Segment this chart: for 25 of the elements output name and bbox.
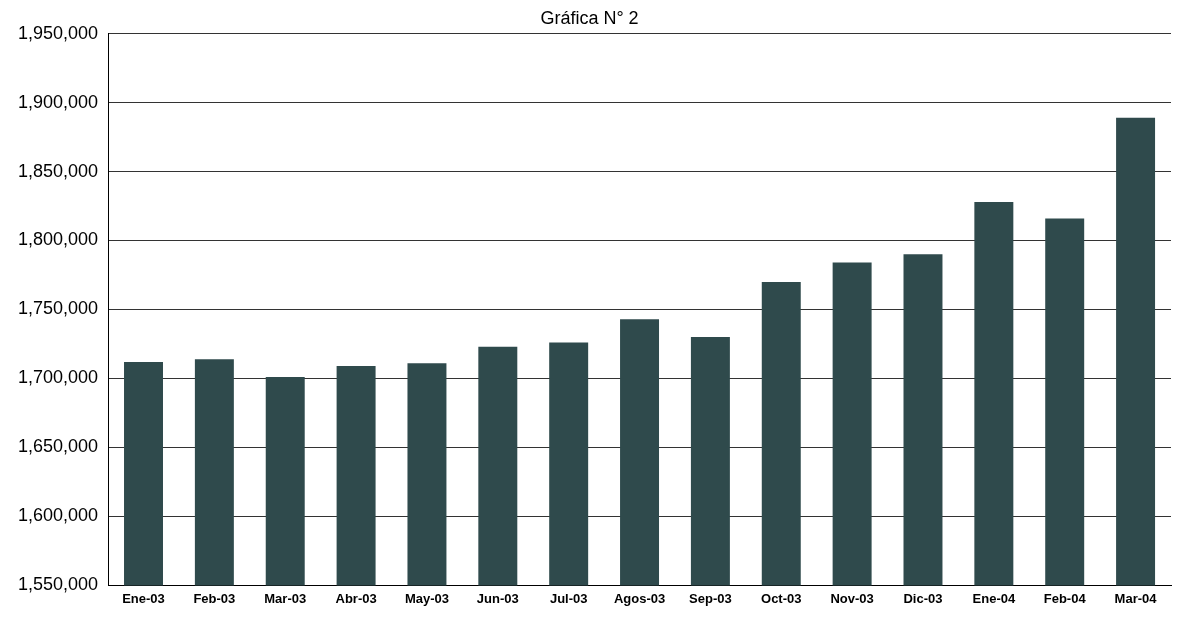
- y-tick-label: 1,650,000: [18, 436, 99, 457]
- x-tick-label: Dic-03: [903, 590, 943, 606]
- x-tick-label: Ene-03: [122, 590, 165, 606]
- x-tick-label: Feb-04: [1043, 590, 1087, 606]
- x-tick-label: May-03: [404, 590, 449, 606]
- x-tick-label: Abr-03: [335, 590, 377, 606]
- x-tick-label: Oct-03: [761, 590, 802, 606]
- y-tick-label: 1,850,000: [18, 160, 99, 181]
- chart-title: Gráfica N° 2: [540, 7, 639, 28]
- x-tick-label: Agos-03: [613, 590, 666, 606]
- x-tick-label: Nov-03: [830, 590, 874, 606]
- y-tick-label: 1,550,000: [18, 574, 99, 595]
- x-tick-label: Jun-03: [476, 590, 519, 606]
- x-tick-label: Sep-03: [689, 590, 732, 606]
- x-tick-label: Jul-03: [549, 590, 588, 606]
- x-tick-label: Feb-03: [193, 590, 236, 606]
- y-tick-label: 1,950,000: [18, 22, 99, 43]
- y-tick-label: 1,600,000: [18, 505, 99, 526]
- x-tick-label: Ene-04: [972, 590, 1016, 606]
- y-tick-label: 1,700,000: [18, 367, 99, 388]
- y-tick-label: 1,800,000: [18, 229, 99, 250]
- y-tick-label: 1,750,000: [18, 298, 99, 319]
- x-tick-label: Mar-04: [1114, 590, 1158, 606]
- x-tick-label: Mar-03: [264, 590, 307, 606]
- y-tick-label: 1,900,000: [18, 91, 99, 112]
